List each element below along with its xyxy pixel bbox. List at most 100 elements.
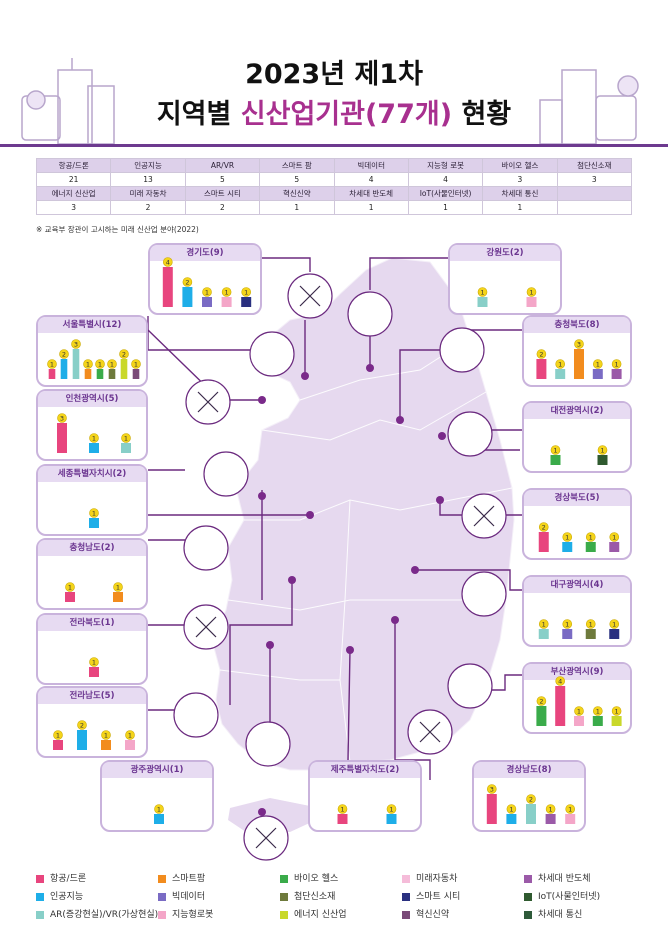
- value-badge: [609, 619, 620, 629]
- bar: [108, 369, 116, 379]
- legend-item: 항공/드론: [36, 873, 86, 885]
- legend-item: 첨단신소재: [280, 891, 335, 903]
- bar: [89, 518, 99, 528]
- bar: [562, 542, 573, 552]
- legend-swatch: [402, 892, 410, 901]
- value-label: 1: [480, 288, 484, 296]
- value-label: 2: [62, 350, 66, 358]
- vr-headset-icon: [249, 331, 295, 377]
- value-label: 1: [577, 707, 581, 715]
- value-badge: [182, 277, 193, 287]
- value-badge: [59, 349, 69, 359]
- value-badge: [611, 359, 622, 369]
- value-label: 4: [558, 677, 562, 685]
- page-title-line1: 2023년 제1차: [245, 59, 423, 90]
- summary-cell: 1: [407, 200, 484, 215]
- region-title: 제주특별자치도(2): [310, 762, 420, 778]
- region-panel: 강원도(2) 1 1: [448, 243, 562, 315]
- value-badge: [162, 257, 173, 267]
- value-badge: [83, 359, 93, 369]
- legend-item: 혁신신약: [402, 909, 449, 921]
- bar: [592, 369, 603, 379]
- value-badge: [119, 349, 129, 359]
- drone-glyphs: [195, 285, 495, 849]
- bar: [538, 532, 549, 552]
- summary-label-row: 항공/드론 인공지능 AR/VR 스마트 팜 빅데이터 지능형 로봇 바이오 헬스 첨단신소재: [35, 158, 633, 173]
- value-badge: [47, 359, 57, 369]
- legend-item: 스마트팜: [158, 873, 205, 885]
- bar: [574, 349, 584, 379]
- value-badge: [337, 804, 348, 814]
- region-title: 전라북도(1): [38, 615, 146, 631]
- value-badge: [562, 532, 573, 542]
- region-bar-chart: 2 1 3 1 1: [536, 339, 622, 379]
- summary-cell: AR/VR: [184, 158, 261, 173]
- value-label: 1: [92, 658, 96, 666]
- value-badge: [107, 359, 117, 369]
- legend-swatch: [524, 874, 532, 883]
- value-label: 1: [50, 360, 54, 368]
- value-badge: [221, 287, 232, 297]
- title-accent: 신산업기관(77개): [240, 99, 453, 130]
- summary-cell: 13: [110, 172, 186, 187]
- bar: [592, 716, 603, 726]
- bar: [545, 814, 556, 824]
- legend-item: 바이오 헬스: [280, 873, 338, 885]
- value-label: 1: [134, 360, 138, 368]
- value-badge: [154, 804, 164, 814]
- value-badge: [597, 445, 608, 455]
- bar: [555, 369, 566, 379]
- summary-cell: 스마트 팜: [259, 158, 335, 173]
- bar: [562, 629, 573, 639]
- bar: [113, 592, 123, 602]
- value-label: 2: [542, 523, 546, 531]
- value-badge: [131, 359, 141, 369]
- bar: [96, 369, 104, 379]
- bar: [89, 667, 99, 677]
- bar: [611, 369, 622, 379]
- summary-table: 항공/드론 인공지능 AR/VR 스마트 팜 빅데이터 지능형 로봇 바이오 헬스 첨단신소재…: [35, 158, 633, 215]
- value-label: 2: [539, 350, 543, 358]
- summary-cell: 차세대 통신: [482, 186, 558, 201]
- legend-swatch: [402, 910, 410, 919]
- legend-swatch: [280, 874, 288, 883]
- bar: [526, 297, 537, 307]
- region-bar-chart: 1: [89, 657, 99, 677]
- region-panel: 충청남도(2) 1 1: [36, 538, 148, 610]
- ai-head-icon: [173, 692, 219, 738]
- summary-cell: 에너지 신산업: [35, 186, 112, 201]
- legend-label: 빅데이터: [172, 892, 206, 902]
- header-decoration-right: [539, 69, 639, 145]
- bar: [101, 740, 111, 750]
- summary-cell: 혁신신약: [259, 186, 335, 201]
- legend: 항공/드론 인공지능 AR(증강현실)/VR(가상현실) 스마트팜 빅데이터 지능형로봇 바…: [36, 873, 636, 933]
- value-badge: [585, 619, 596, 629]
- value-badge: [477, 287, 488, 297]
- region-title: 세종특별자치시(2): [38, 466, 146, 482]
- value-badge: [89, 433, 99, 443]
- summary-cell: 첨단신소재: [556, 158, 633, 173]
- bar: [65, 592, 75, 602]
- legend-swatch: [280, 910, 288, 919]
- value-label: 1: [157, 805, 161, 813]
- dna-icon: [447, 411, 493, 457]
- bar: [538, 629, 549, 639]
- ai-head-icon: [203, 451, 249, 497]
- legend-item: 지능형로봇: [158, 909, 213, 921]
- bar: [609, 629, 620, 639]
- region-title: 강원도(2): [450, 245, 560, 261]
- map-icons: [173, 273, 507, 861]
- summary-label-row: 에너지 신산업 미래 자동차 스마트 시티 혁신신약 차세대 반도체 IoT(사물인터넷)…: [35, 186, 633, 201]
- region-panel: 대구광역시(4) 1 1 1 1: [522, 575, 632, 647]
- legend-label: 첨단신소재: [294, 892, 336, 902]
- legend-swatch: [36, 910, 44, 919]
- value-label: 1: [92, 434, 96, 442]
- value-label: 1: [205, 288, 209, 296]
- region-title: 대전광역시(2): [524, 403, 630, 419]
- bar: [536, 359, 547, 379]
- legend-swatch: [158, 874, 166, 883]
- bar: [132, 369, 140, 379]
